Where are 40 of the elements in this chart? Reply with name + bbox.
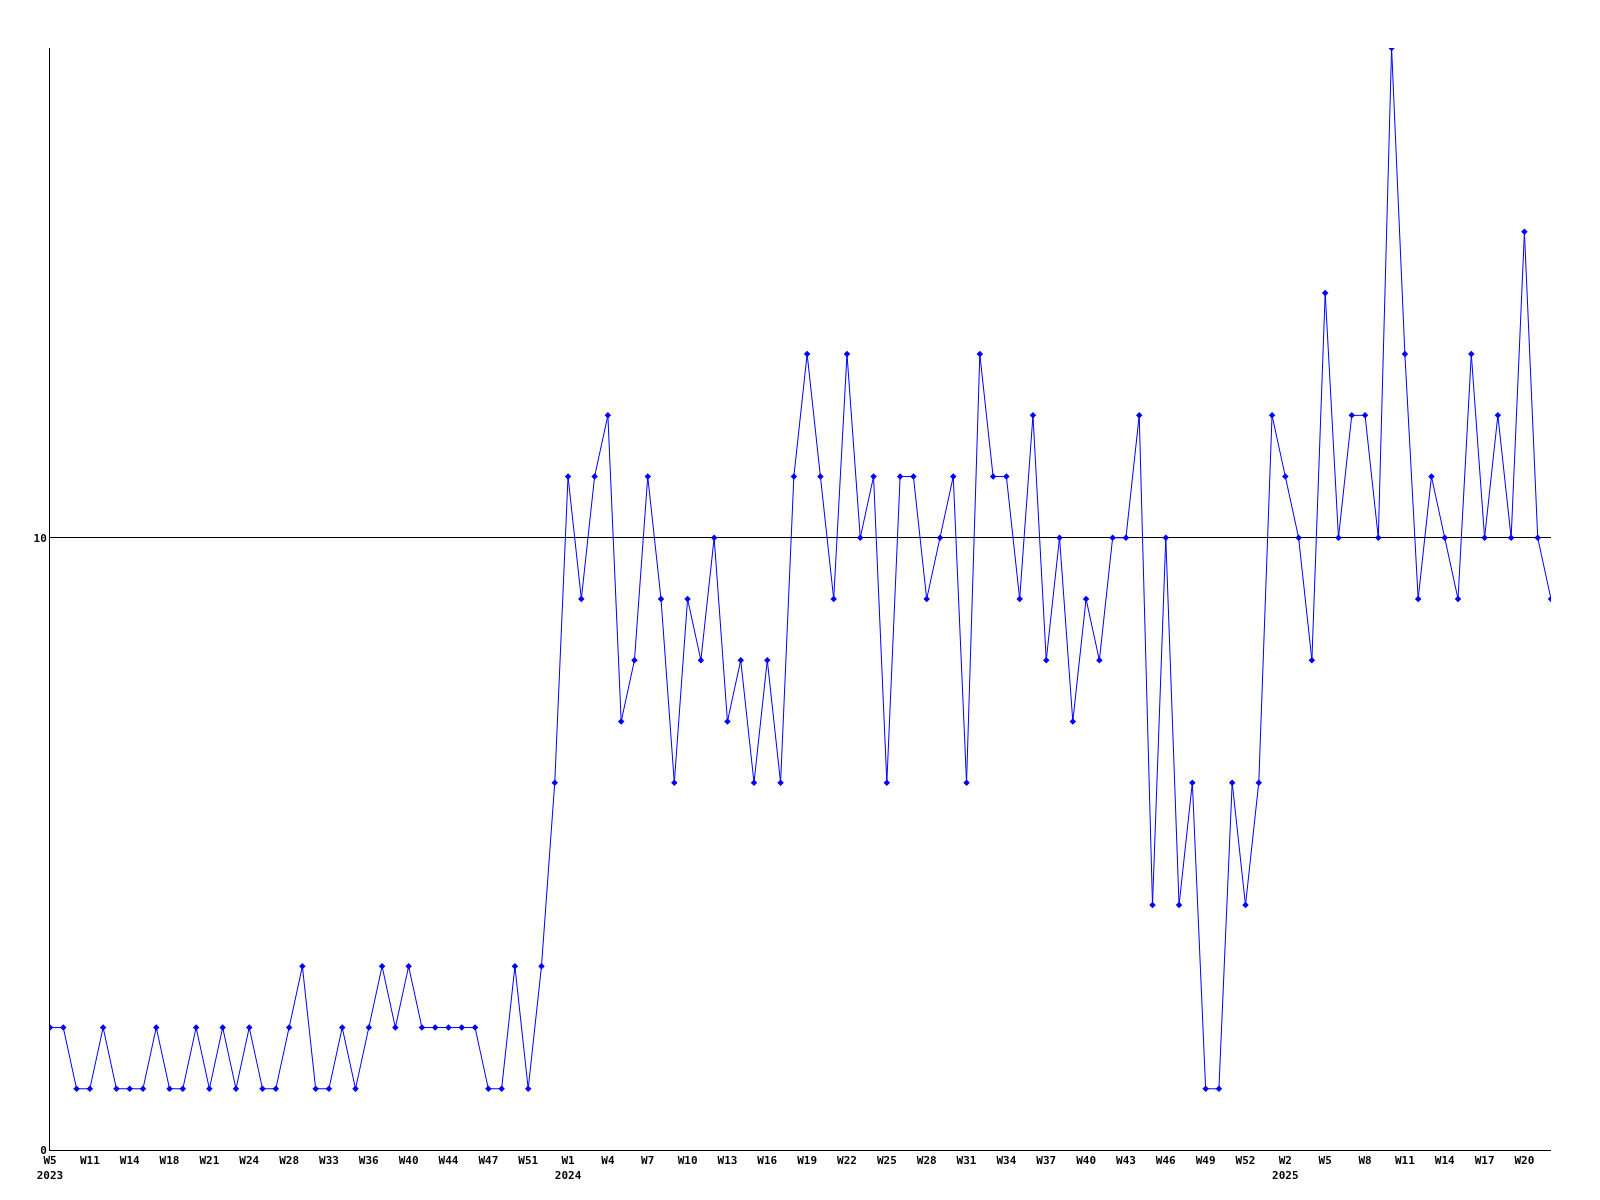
x-tick-label: W8 [1358, 1154, 1372, 1168]
x-tick-label: W19 [797, 1154, 818, 1168]
x-tick-label: W49 [1195, 1154, 1216, 1168]
x-tick-label: W1 2024 [554, 1154, 582, 1182]
x-tick-label: W7 [641, 1154, 655, 1168]
x-tick-label: W18 [159, 1154, 180, 1168]
x-tick-label: W13 [717, 1154, 738, 1168]
x-tick-label: W52 [1235, 1154, 1256, 1168]
x-tick-label: W2 2025 [1272, 1154, 1299, 1182]
x-tick-label: W36 [358, 1154, 380, 1168]
x-tick-label: W28 [916, 1154, 937, 1168]
x-tick-label: W5 [1318, 1154, 1332, 1168]
x-tick-label: W16 [757, 1154, 778, 1168]
x-tick-label: W14 [1434, 1154, 1456, 1168]
x-tick-label: W10 [677, 1154, 698, 1168]
x-tick-label: W14 [119, 1154, 141, 1168]
x-tick-label: W5 2023 [36, 1154, 64, 1182]
x-tick-label: W11 [1394, 1154, 1416, 1168]
x-tick-label: W51 [518, 1154, 539, 1168]
x-tick-label: W22 [837, 1154, 857, 1168]
x-tick-label: W40 [1076, 1154, 1097, 1168]
x-tick-label: W25 [876, 1154, 897, 1168]
x-tick-label: W17 [1474, 1154, 1495, 1168]
x-tick-label: W34 [996, 1154, 1017, 1168]
x-tick-label: W40 [398, 1154, 419, 1168]
x-tick-label: W44 [438, 1154, 459, 1168]
x-tick-label: W21 [199, 1154, 220, 1168]
x-tick-label: W33 [319, 1154, 339, 1168]
x-tick-label: W47 [478, 1154, 499, 1168]
y-tick-label: 0 [40, 1143, 47, 1157]
x-tick-label: W31 [956, 1154, 977, 1168]
x-tick-label: W28 [279, 1154, 300, 1168]
x-tick-label: W24 [239, 1154, 260, 1168]
x-tick-label: W20 [1514, 1154, 1535, 1168]
x-tick-label: W43 [1116, 1154, 1136, 1168]
y-tick-label: 10 [33, 531, 47, 545]
x-tick-label: W37 [1036, 1154, 1057, 1168]
x-tick-label: W46 [1155, 1154, 1177, 1168]
x-tick-label: W11 [79, 1154, 101, 1168]
x-tick-label: W4 [601, 1154, 615, 1168]
